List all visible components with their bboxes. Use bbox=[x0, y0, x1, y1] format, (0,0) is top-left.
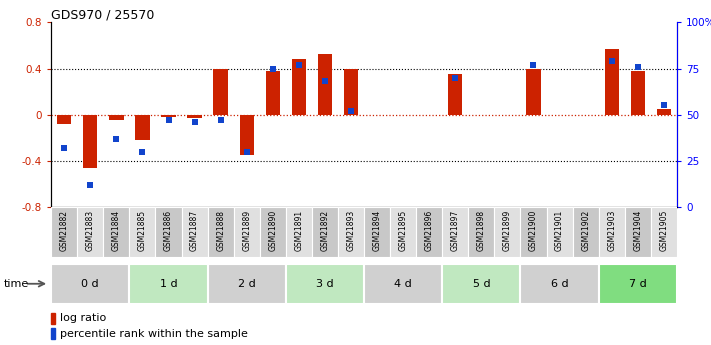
Text: 0 d: 0 d bbox=[82, 279, 99, 289]
Text: GSM21904: GSM21904 bbox=[634, 209, 642, 251]
Bar bbox=[572, 207, 599, 257]
Bar bbox=[213, 69, 228, 115]
Bar bbox=[208, 207, 234, 257]
Text: GSM21891: GSM21891 bbox=[294, 209, 304, 250]
Text: GDS970 / 25570: GDS970 / 25570 bbox=[51, 9, 154, 22]
Bar bbox=[364, 264, 442, 304]
Bar bbox=[625, 207, 651, 257]
Text: GSM21890: GSM21890 bbox=[268, 209, 277, 251]
Bar bbox=[292, 59, 306, 115]
Text: GSM21903: GSM21903 bbox=[607, 209, 616, 251]
Text: GSM21905: GSM21905 bbox=[659, 209, 668, 251]
Text: GSM21886: GSM21886 bbox=[164, 209, 173, 250]
Text: log ratio: log ratio bbox=[60, 313, 106, 323]
Bar bbox=[286, 207, 312, 257]
Bar bbox=[599, 264, 677, 304]
Text: GSM21887: GSM21887 bbox=[190, 209, 199, 250]
Text: 3 d: 3 d bbox=[316, 279, 333, 289]
Bar bbox=[129, 207, 156, 257]
Text: GSM21888: GSM21888 bbox=[216, 209, 225, 250]
Bar bbox=[51, 264, 129, 304]
Text: GSM21895: GSM21895 bbox=[399, 209, 407, 251]
Bar bbox=[109, 115, 124, 120]
Bar bbox=[547, 207, 572, 257]
Text: GSM21889: GSM21889 bbox=[242, 209, 251, 250]
Bar bbox=[129, 264, 208, 304]
Bar bbox=[135, 115, 149, 140]
Text: GSM21885: GSM21885 bbox=[138, 209, 147, 250]
Text: GSM21894: GSM21894 bbox=[373, 209, 382, 251]
Bar bbox=[657, 109, 671, 115]
Text: 2 d: 2 d bbox=[238, 279, 255, 289]
Text: 1 d: 1 d bbox=[160, 279, 177, 289]
Bar bbox=[161, 115, 176, 117]
Text: GSM21897: GSM21897 bbox=[451, 209, 460, 251]
Bar bbox=[83, 115, 97, 168]
Bar bbox=[416, 207, 442, 257]
Bar bbox=[57, 115, 71, 124]
Bar bbox=[631, 71, 645, 115]
Text: GSM21896: GSM21896 bbox=[424, 209, 434, 251]
Bar bbox=[51, 328, 55, 339]
Bar bbox=[599, 207, 625, 257]
Bar bbox=[442, 264, 520, 304]
Text: GSM21884: GSM21884 bbox=[112, 209, 121, 250]
Bar bbox=[494, 207, 520, 257]
Bar bbox=[208, 264, 286, 304]
Text: time: time bbox=[4, 279, 29, 289]
Text: GSM21902: GSM21902 bbox=[581, 209, 590, 251]
Text: GSM21900: GSM21900 bbox=[529, 209, 538, 251]
Text: 4 d: 4 d bbox=[395, 279, 412, 289]
Bar bbox=[240, 115, 254, 155]
Text: GSM21882: GSM21882 bbox=[60, 209, 69, 250]
Text: GSM21901: GSM21901 bbox=[555, 209, 564, 251]
Text: GSM21893: GSM21893 bbox=[346, 209, 356, 251]
Text: GSM21898: GSM21898 bbox=[477, 209, 486, 250]
Bar bbox=[188, 115, 202, 118]
Bar bbox=[344, 69, 358, 115]
Bar bbox=[181, 207, 208, 257]
Bar bbox=[286, 264, 364, 304]
Text: GSM21892: GSM21892 bbox=[321, 209, 329, 250]
Bar bbox=[520, 264, 599, 304]
Bar bbox=[318, 53, 332, 115]
Bar bbox=[469, 207, 494, 257]
Bar bbox=[266, 71, 280, 115]
Bar bbox=[651, 207, 677, 257]
Bar bbox=[103, 207, 129, 257]
Bar bbox=[526, 69, 540, 115]
Bar bbox=[51, 207, 77, 257]
Bar bbox=[234, 207, 260, 257]
Text: 5 d: 5 d bbox=[473, 279, 490, 289]
Bar bbox=[338, 207, 364, 257]
Bar bbox=[442, 207, 469, 257]
Bar bbox=[520, 207, 547, 257]
Bar bbox=[364, 207, 390, 257]
Bar bbox=[260, 207, 286, 257]
Text: percentile rank within the sample: percentile rank within the sample bbox=[60, 329, 247, 339]
Bar bbox=[51, 313, 55, 324]
Bar bbox=[312, 207, 338, 257]
Text: 6 d: 6 d bbox=[551, 279, 568, 289]
Text: GSM21899: GSM21899 bbox=[503, 209, 512, 251]
Bar bbox=[77, 207, 103, 257]
Bar bbox=[390, 207, 416, 257]
Bar bbox=[448, 74, 462, 115]
Bar bbox=[604, 49, 619, 115]
Text: 7 d: 7 d bbox=[629, 279, 646, 289]
Text: GSM21883: GSM21883 bbox=[86, 209, 95, 250]
Bar bbox=[156, 207, 181, 257]
